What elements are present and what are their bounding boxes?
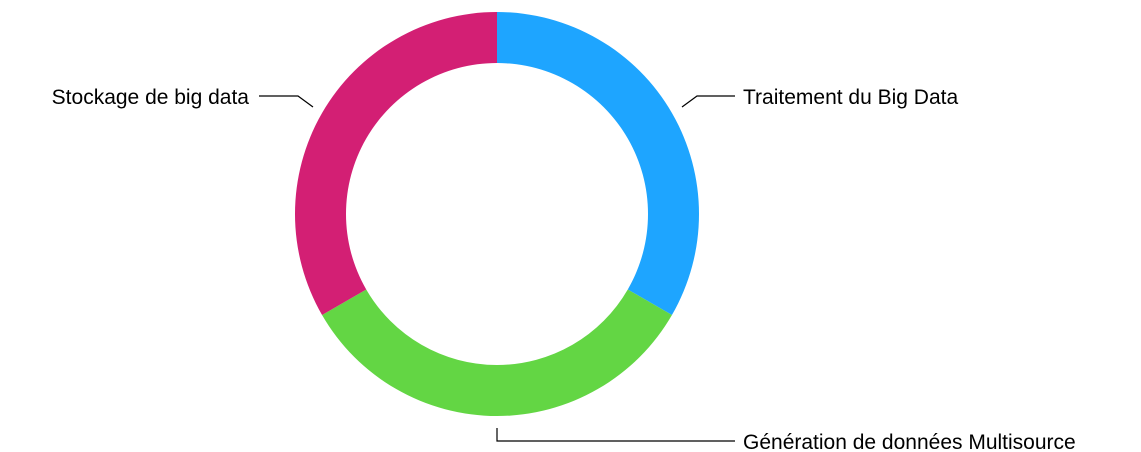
donut-slice-stockage [295,12,497,315]
slice-label-traitement: Traitement du Big Data [743,86,958,109]
leader-lines [259,95,735,442]
slice-label-stockage: Stockage de big data [52,86,250,109]
leader-line-stockage [259,95,314,108]
leader-line-generation [496,428,735,442]
leader-line-traitement [681,95,735,108]
donut-slice-traitement [497,12,699,315]
donut-slice-generation [322,289,672,416]
donut-slices [295,12,699,416]
slice-labels: Traitement du Big Data Génération de don… [52,86,1076,452]
slice-label-generation: Génération de données Multisource [743,431,1076,452]
